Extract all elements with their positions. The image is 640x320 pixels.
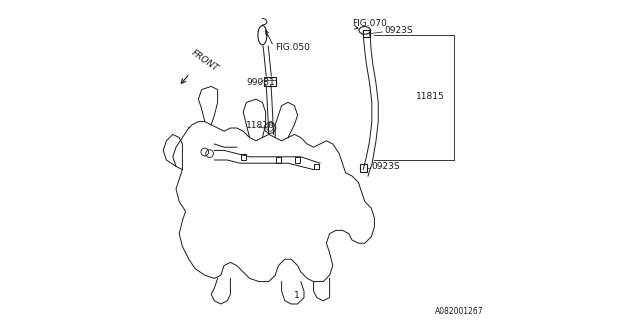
Bar: [241, 154, 246, 160]
Bar: [314, 164, 319, 169]
Text: 0923S: 0923S: [384, 26, 413, 35]
Bar: [362, 30, 370, 37]
Bar: [295, 157, 300, 163]
Text: A082001267: A082001267: [435, 307, 484, 316]
Text: FRONT: FRONT: [189, 49, 220, 74]
Text: 11810: 11810: [246, 121, 275, 130]
Text: 11815: 11815: [416, 92, 445, 101]
Text: FIG.070: FIG.070: [352, 19, 387, 28]
Text: 1: 1: [294, 291, 300, 300]
Text: 99081: 99081: [246, 78, 275, 87]
Bar: [264, 77, 276, 86]
Bar: [360, 164, 367, 172]
Text: 0923S: 0923S: [371, 162, 400, 171]
Bar: [276, 157, 281, 163]
Text: FIG.050: FIG.050: [275, 43, 310, 52]
